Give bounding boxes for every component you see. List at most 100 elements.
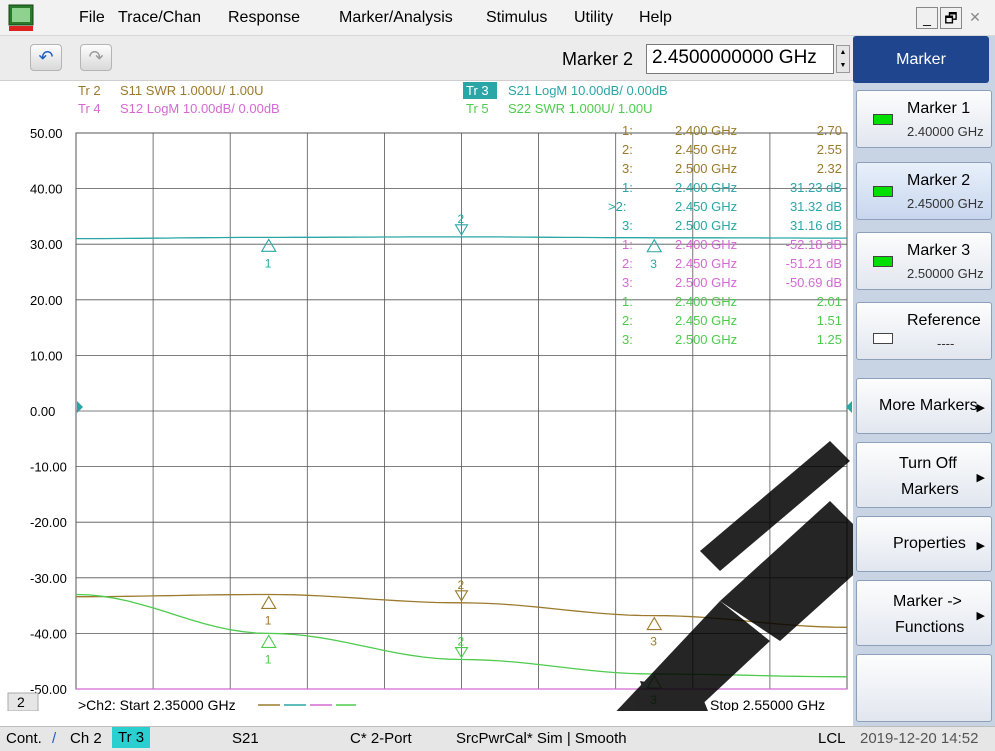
marker-row-index: 1: xyxy=(622,123,633,138)
y-tick-label: 10.00 xyxy=(30,348,63,363)
marker-row-frequency: 2.400 GHz xyxy=(675,123,737,138)
trace-3-desc[interactable]: S21 LogM 10.00dB/ 0.00dB xyxy=(508,83,668,98)
stop-frequency[interactable]: Stop 2.55000 GHz xyxy=(710,697,825,711)
chevron-right-icon: ▶ xyxy=(976,610,985,622)
minimize-button[interactable]: _ xyxy=(916,7,938,29)
marker-number-label: 2 xyxy=(458,212,465,226)
menu-response[interactable]: Response xyxy=(228,9,301,26)
marker-row-index: 1: xyxy=(622,180,633,195)
marker-triangle[interactable] xyxy=(646,616,663,631)
marker-number-label: 2 xyxy=(458,635,465,649)
marker-number-label: 1 xyxy=(265,652,272,666)
reference-softkey[interactable]: Reference ---- xyxy=(856,302,992,360)
y-tick-label: -50.00 xyxy=(30,682,67,697)
empty-softkey[interactable] xyxy=(856,654,992,722)
marker-row-value: 2.32 xyxy=(817,161,842,176)
status-calibration[interactable]: C* 2-Port xyxy=(350,730,412,747)
marker-functions-label-2: Functions xyxy=(895,619,965,636)
undo-button[interactable]: ↶ xyxy=(30,44,62,71)
marker-number-label: 3 xyxy=(650,257,657,271)
status-sweep-mode[interactable]: Cont. xyxy=(6,730,42,747)
measurement-plot[interactable]: 50.00 40.00 30.00 20.00 10.00 0.00 -10.00 -20.0… xyxy=(0,81,853,711)
status-channel[interactable]: Ch 2 xyxy=(70,730,102,747)
chevron-right-icon: ▶ xyxy=(976,540,985,552)
trace-2-tag[interactable]: Tr 2 xyxy=(78,83,101,98)
marker-functions-softkey[interactable]: Marker -> Functions ▶ xyxy=(856,580,992,646)
trace-5-tag[interactable]: Tr 5 xyxy=(466,101,489,116)
status-lcl: LCL xyxy=(818,730,846,747)
marker-triangle[interactable] xyxy=(260,238,277,252)
marker-triangle[interactable] xyxy=(454,224,469,236)
marker-row-value: 2.01 xyxy=(817,294,842,309)
marker-frequency-spinner[interactable]: ▲ ▼ xyxy=(836,45,850,73)
trace-3-tag[interactable]: Tr 3 xyxy=(466,83,489,98)
marker-triangle[interactable] xyxy=(260,595,277,610)
turn-off-markers-softkey[interactable]: Turn Off Markers ▶ xyxy=(856,442,992,508)
menu-utility[interactable]: Utility xyxy=(574,9,614,26)
menu-marker-analysis[interactable]: Marker/Analysis xyxy=(339,9,453,26)
status-parameter[interactable]: S21 xyxy=(232,730,259,747)
marker-readout-table: 1: 2.400 GHz 2.70 2: 2.450 GHz 2.55 3: 2.500 GH… xyxy=(608,123,842,347)
y-tick-label: 40.00 xyxy=(30,182,63,197)
marker-triangle[interactable] xyxy=(454,590,469,602)
marker-row-index: 3: xyxy=(622,332,633,347)
menu-bar: File Trace/Chan Response Marker/Analysis… xyxy=(0,0,995,36)
softkey-menu-title: Marker xyxy=(853,36,989,83)
menu-stimulus[interactable]: Stimulus xyxy=(486,9,548,26)
trace-2-desc[interactable]: S11 SWR 1.000U/ 1.00U xyxy=(120,83,264,98)
marker-row-index: 3: xyxy=(622,161,633,176)
marker-row-index: 1: xyxy=(622,237,633,252)
marker-row-index: 1: xyxy=(622,294,633,309)
marker-triangle[interactable] xyxy=(454,646,469,659)
trace-4-tag[interactable]: Tr 4 xyxy=(78,101,101,116)
reference-label: Reference xyxy=(907,312,981,329)
marker-1-softkey[interactable]: Marker 1 2.40000 GHz xyxy=(856,90,992,148)
marker-row-frequency: 2.400 GHz xyxy=(675,237,737,252)
y-tick-label: -20.00 xyxy=(30,515,67,530)
marker-row-frequency: 2.400 GHz xyxy=(675,294,737,309)
restore-button[interactable]: 🗗 xyxy=(940,7,962,29)
active-marker-label: Marker 2 xyxy=(562,49,634,69)
app-icon[interactable] xyxy=(8,4,34,32)
marker-number-label: 1 xyxy=(265,613,272,627)
properties-label: Properties xyxy=(893,535,966,552)
marker-row-value: 2.70 xyxy=(817,123,842,138)
menu-trace-chan[interactable]: Trace/Chan xyxy=(118,9,201,26)
marker-row-frequency: 2.500 GHz xyxy=(675,332,737,347)
marker-row-value: 31.16 dB xyxy=(790,218,842,233)
marker-2-label: Marker 2 xyxy=(907,172,971,189)
redo-button[interactable]: ↷ xyxy=(80,44,112,71)
properties-softkey[interactable]: Properties ▶ xyxy=(856,516,992,572)
trace-4-desc[interactable]: S12 LogM 10.00dB/ 0.00dB xyxy=(120,101,280,116)
trace-line[interactable] xyxy=(76,236,847,240)
marker-row-value: 1.25 xyxy=(817,332,842,347)
start-frequency[interactable]: >Ch2: Start 2.35000 GHz xyxy=(78,697,236,711)
channel-number-box[interactable] xyxy=(7,692,39,711)
marker-2-value: 2.45000 GHz xyxy=(907,196,984,211)
status-source[interactable]: SrcPwrCal* Sim | Smooth xyxy=(456,730,627,747)
toolbar: ↶ ↷ Marker 2 2.4500000000 GHz ▲ ▼ xyxy=(0,36,853,81)
marker-triangle[interactable] xyxy=(646,238,663,253)
trace-5-desc[interactable]: S22 SWR 1.000U/ 1.00U xyxy=(508,101,653,116)
marker-row-value: 2.55 xyxy=(817,142,842,157)
marker-1-label: Marker 1 xyxy=(907,100,971,117)
status-slash-icon: / xyxy=(52,730,57,747)
turn-off-label-2: Markers xyxy=(901,481,959,498)
marker-triangle[interactable] xyxy=(260,634,277,648)
close-button[interactable]: ✕ xyxy=(969,9,981,25)
marker-3-softkey[interactable]: Marker 3 2.50000 GHz xyxy=(856,232,992,290)
status-trace[interactable]: Tr 3 xyxy=(112,727,151,748)
reference-right-arrow xyxy=(846,401,852,413)
marker-2-softkey[interactable]: Marker 2 2.45000 GHz xyxy=(856,162,992,220)
marker-3-label: Marker 3 xyxy=(907,242,971,259)
chevron-right-icon: ▶ xyxy=(976,402,985,414)
y-tick-label: -40.00 xyxy=(30,626,67,641)
marker-row-value: -52.18 dB xyxy=(786,237,842,252)
marker-frequency-input[interactable]: 2.4500000000 GHz xyxy=(646,44,834,74)
more-markers-softkey[interactable]: More Markers ▶ xyxy=(856,378,992,434)
trace-chart[interactable]: 50.00 40.00 30.00 20.00 10.00 0.00 -10.00 -20.0… xyxy=(0,81,853,711)
menu-help[interactable]: Help xyxy=(639,9,672,26)
menu-file[interactable]: File xyxy=(79,9,105,26)
marker-row-index: 2: xyxy=(622,313,633,328)
marker-row-index: >2: xyxy=(608,199,626,214)
